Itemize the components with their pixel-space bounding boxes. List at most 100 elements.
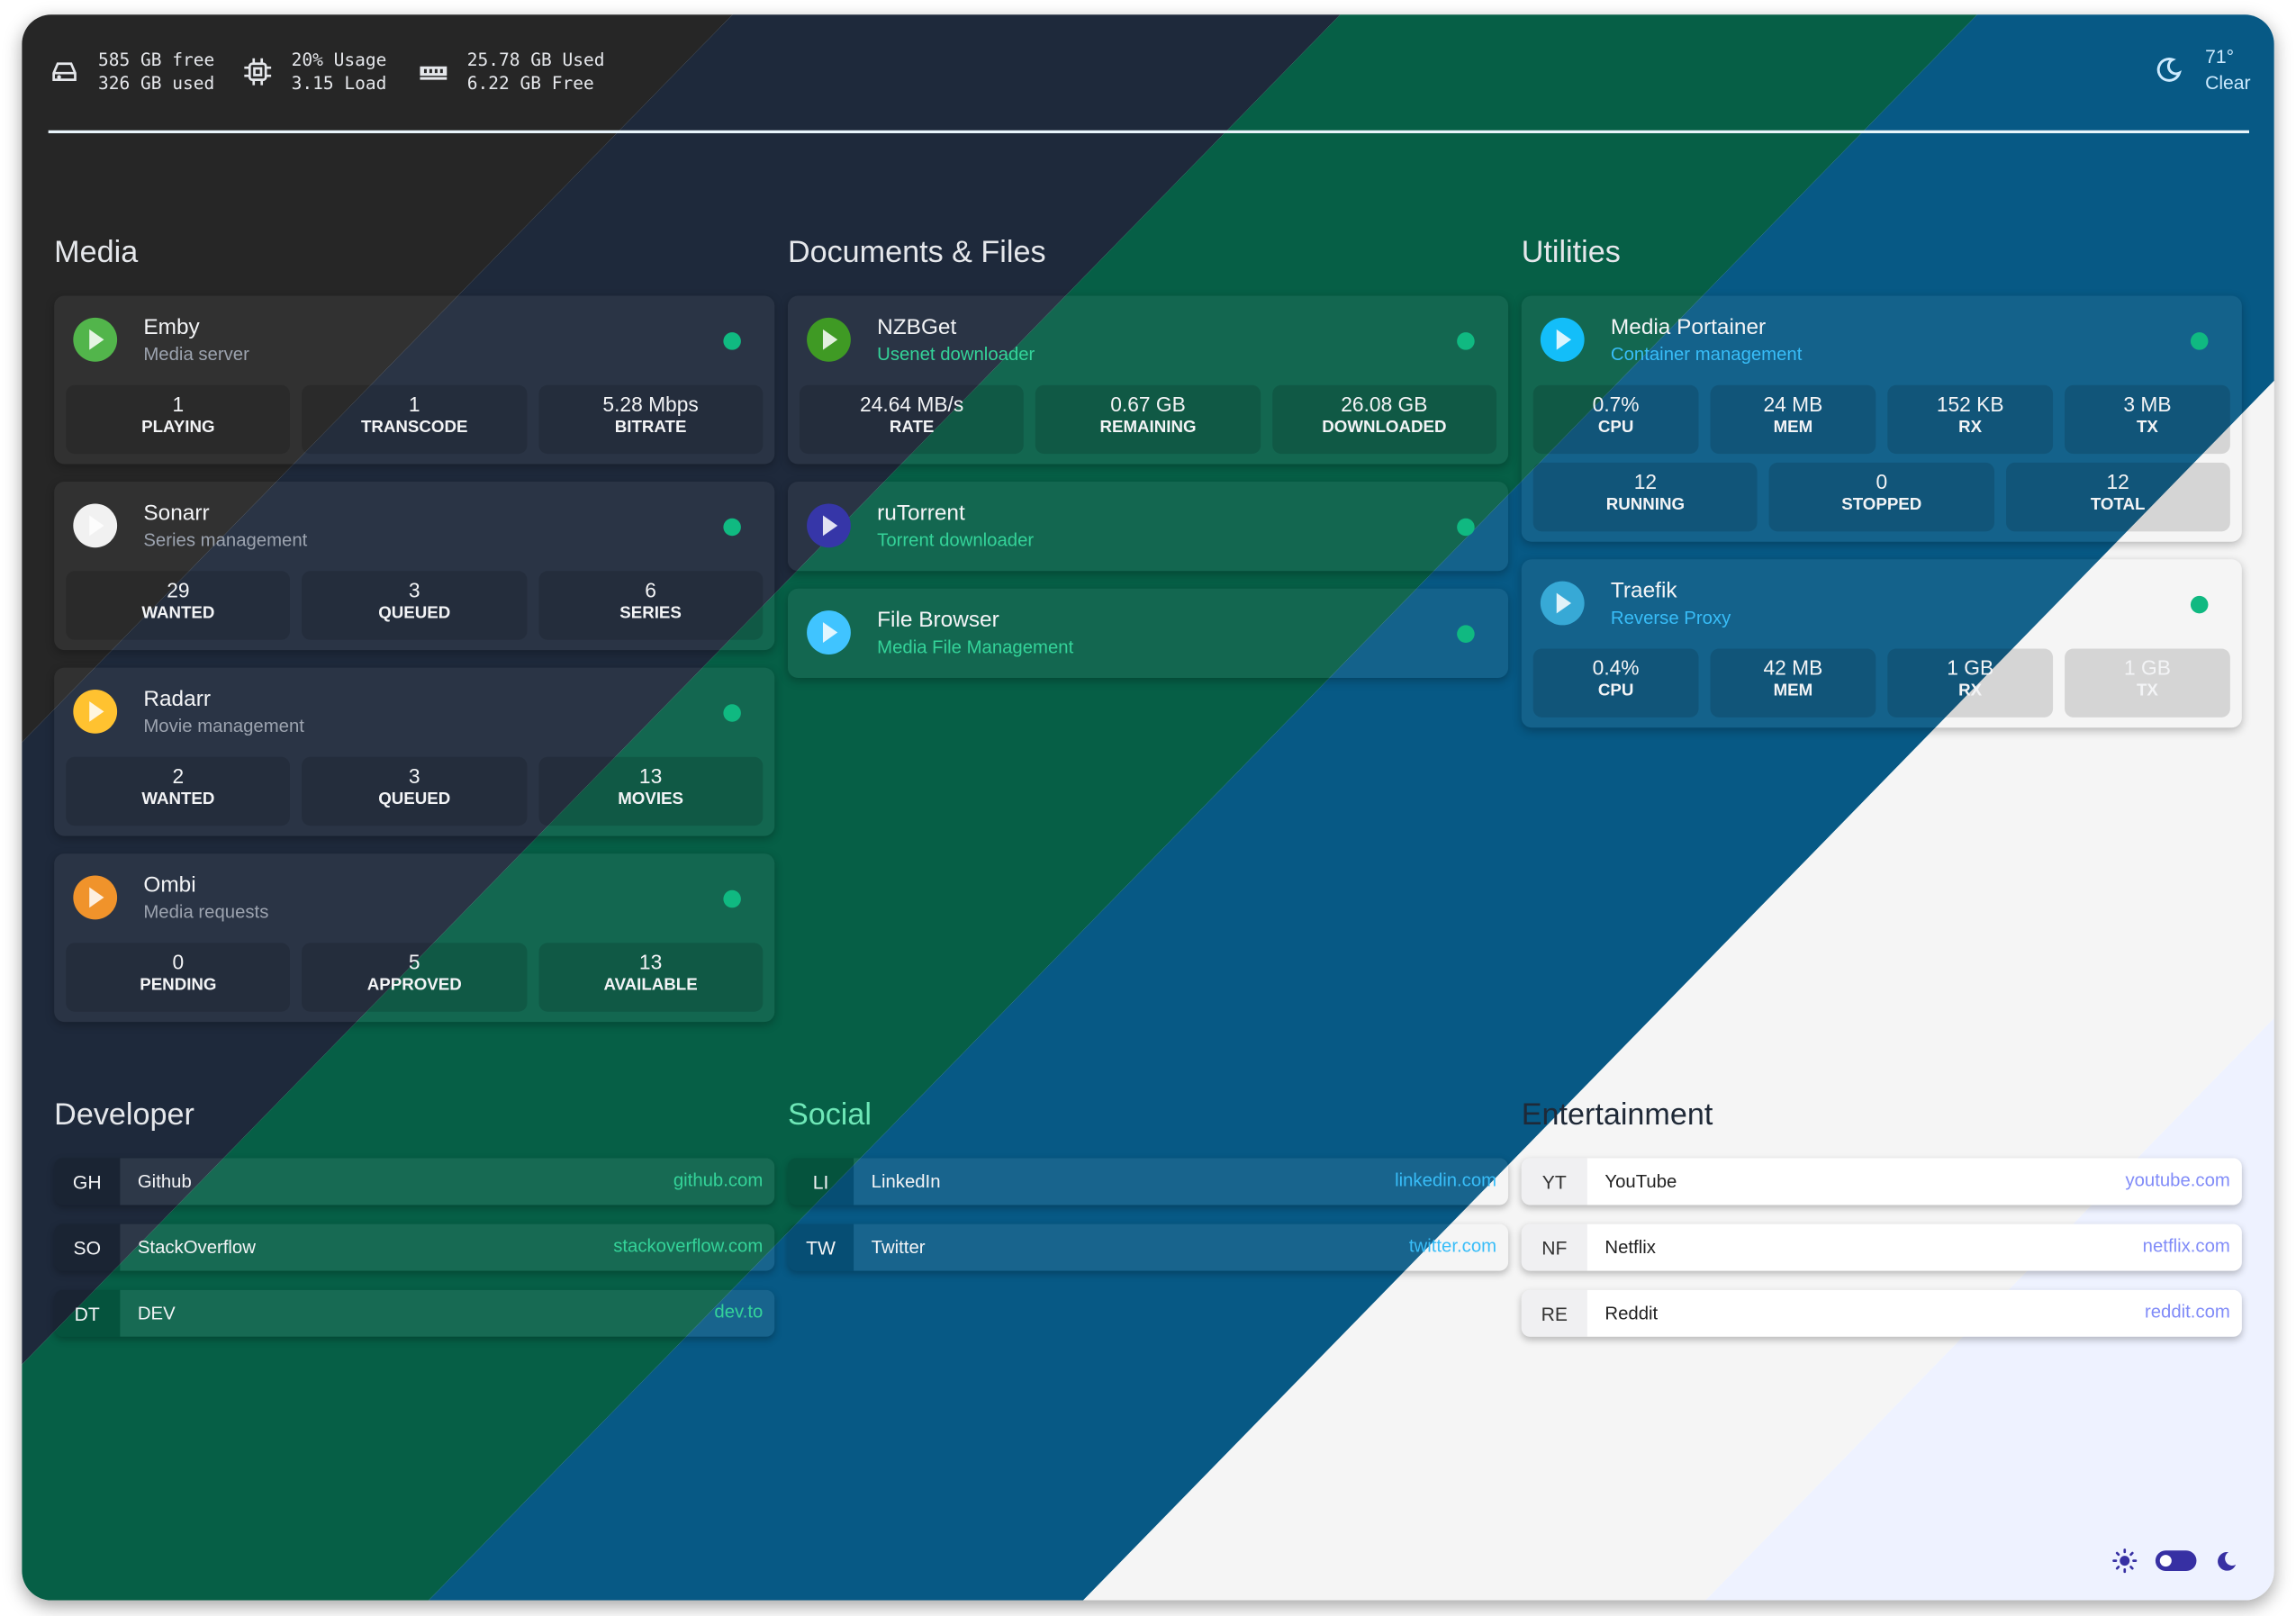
stat-box: 13 AVAILABLE <box>538 943 764 1012</box>
cpu-usage: 20% Usage <box>291 50 387 71</box>
stat-label: RATE <box>889 419 935 437</box>
stat-label: REMAINING <box>1099 419 1197 437</box>
bookmark-abbr: NF <box>1521 1223 1587 1271</box>
ombi-logo-icon <box>70 872 120 922</box>
bookmark-link[interactable]: DT DEV dev.to <box>54 1289 775 1337</box>
bookmark-name: LinkedIn <box>854 1158 1509 1205</box>
stat-box: 2 WANTED <box>66 756 291 826</box>
stats-row: 2 WANTED 3 QUEUED 13 MOVIES <box>66 756 764 826</box>
stats-row: 0.4% CPU 42 MB MEM 1 GB RX 1 GB TX <box>1532 648 2230 718</box>
theme-toggle[interactable] <box>2155 1550 2197 1572</box>
bookmark-name: DEV <box>120 1289 775 1337</box>
status-indicator <box>723 704 741 722</box>
bookmark-name: Netflix <box>1586 1223 2242 1271</box>
bookmark-link[interactable]: RE Reddit reddit.com <box>1521 1289 2242 1337</box>
hard-drive-icon <box>52 62 77 81</box>
theme-switcher <box>2111 1548 2238 1574</box>
bookmark-link[interactable]: TW Twitter twitter.com <box>787 1223 1509 1271</box>
bookmark-link[interactable]: GH Github github.com <box>54 1158 775 1205</box>
stat-value: 0.7% <box>1592 392 1640 416</box>
weather-temp: 71° <box>2205 45 2235 68</box>
service-card[interactable]: Ombi Media requests 0 PENDING 5 APPROVED 13 AVA… <box>54 853 775 1023</box>
bookmark-link[interactable]: SO StackOverflow stackoverflow.com <box>54 1223 775 1271</box>
stat-box: 3 QUEUED <box>302 756 527 826</box>
bookmark-abbr: RE <box>1521 1289 1587 1337</box>
stat-box: 5.28 Mbps BITRATE <box>538 384 764 455</box>
bookmark-name: Twitter <box>854 1223 1509 1271</box>
stat-box: 6 SERIES <box>538 571 764 640</box>
stat-box: 0 STOPPED <box>1769 462 1994 532</box>
service-card[interactable]: File Browser Media File Management <box>787 588 1509 678</box>
stats-row: 1 PLAYING 1 TRANSCODE 5.28 Mbps BITRATE <box>66 384 764 455</box>
bookmark-name: YouTube <box>1586 1158 2242 1205</box>
stat-value: 0 <box>1876 470 1888 494</box>
stat-value: 3 <box>408 763 420 788</box>
stat-box: 13 MOVIES <box>538 756 764 826</box>
service-description: Container management <box>1610 344 1803 365</box>
stat-box: 0.7% CPU <box>1532 384 1699 455</box>
sun-icon[interactable] <box>2111 1548 2138 1574</box>
bookmark-link[interactable]: YT YouTube youtube.com <box>1521 1158 2242 1205</box>
stats-row: 0.7% CPU 24 MB MEM 152 KB RX 3 MB TX <box>1532 384 2230 455</box>
service-card[interactable]: Radarr Movie management 2 WANTED 3 QUEUED 13 MO… <box>54 667 775 836</box>
stat-value: 3 <box>408 578 420 602</box>
service-name: Radarr <box>143 686 211 712</box>
cpu-icon <box>244 58 272 86</box>
stat-value: 29 <box>167 578 190 602</box>
section-title: Documents & Files <box>787 235 1046 270</box>
service-card[interactable]: Emby Media server 1 PLAYING 1 TRANSCODE 5.28 M… <box>54 295 775 465</box>
stats-row: 0 PENDING 5 APPROVED 13 AVAILABLE <box>66 943 764 1012</box>
moon-icon[interactable] <box>2214 1548 2239 1574</box>
weather-widget: 71° Clear <box>2153 44 2251 97</box>
stat-label: TOTAL <box>2090 496 2146 514</box>
bookmark-abbr: TW <box>787 1223 854 1271</box>
cpu-load: 3.15 Load <box>291 73 387 95</box>
emby-logo-icon <box>70 315 120 365</box>
bookmark-link[interactable]: NF Netflix netflix.com <box>1521 1223 2242 1271</box>
bookmark-url: youtube.com <box>2125 1169 2230 1191</box>
stat-box: 0.4% CPU <box>1532 648 1699 718</box>
disk-free: 585 GB free <box>97 50 215 71</box>
stat-box: 5 APPROVED <box>302 943 527 1012</box>
memory-used: 25.78 GB Used <box>466 50 605 71</box>
stat-box: 26.08 GB DOWNLOADED <box>1271 384 1497 455</box>
service-name: Ombi <box>143 872 196 898</box>
portainer-logo-icon <box>1538 315 1587 365</box>
stat-label: QUEUED <box>378 604 451 623</box>
stat-label: DOWNLOADED <box>1322 419 1447 437</box>
stat-box: 1 GB TX <box>2065 648 2230 718</box>
nzbget-logo-icon <box>804 315 854 365</box>
stat-box: 12 TOTAL <box>2005 462 2230 532</box>
stat-value: 13 <box>638 950 663 974</box>
status-indicator <box>723 889 741 908</box>
status-indicator <box>1457 625 1475 643</box>
stat-value: 26.08 GB <box>1341 392 1428 416</box>
stat-box: 0.67 GB REMAINING <box>1035 384 1261 455</box>
service-card[interactable]: Traefik Reverse Proxy 0.4% CPU 42 MB MEM 1 GB R… <box>1521 559 2242 728</box>
cpu-widget: 20% Usage 3.15 Load <box>241 49 386 95</box>
service-description: Series management <box>143 529 308 551</box>
stat-label: CPU <box>1597 682 1634 700</box>
bookmark-name: Github <box>120 1158 775 1205</box>
stat-label: WANTED <box>141 604 215 623</box>
service-description: Media server <box>143 344 249 365</box>
service-description: Torrent downloader <box>877 529 1035 551</box>
stat-box: 1 GB RX <box>1887 648 2054 718</box>
section-title: Media <box>54 235 139 270</box>
service-card[interactable]: ruTorrent Torrent downloader <box>787 482 1509 572</box>
service-card[interactable]: Sonarr Series management 29 WANTED 3 QUEUED 6 S… <box>54 482 775 651</box>
bookmark-link[interactable]: LI LinkedIn linkedin.com <box>787 1158 1509 1205</box>
service-card[interactable]: Media Portainer Container management 0.7% C… <box>1521 295 2242 542</box>
bookmark-url: twitter.com <box>1408 1235 1497 1257</box>
stat-value: 1 GB <box>1947 655 1994 680</box>
disk-used: 326 GB used <box>97 73 215 95</box>
bookmark-url: dev.to <box>714 1301 764 1323</box>
service-card[interactable]: NZBGet Usenet downloader 24.64 MB/s RATE 0.6… <box>787 295 1509 465</box>
stat-box: 3 QUEUED <box>302 571 527 640</box>
stat-box: 12 RUNNING <box>1532 462 1758 532</box>
stats-row: 24.64 MB/s RATE 0.67 GB REMAINING 26.08 GB DO… <box>799 384 1497 455</box>
stat-box: 0 PENDING <box>66 943 291 1012</box>
stat-value: 0.67 GB <box>1110 392 1186 416</box>
bookmark-url: stackoverflow.com <box>613 1235 764 1257</box>
stat-label: TX <box>2137 419 2158 437</box>
